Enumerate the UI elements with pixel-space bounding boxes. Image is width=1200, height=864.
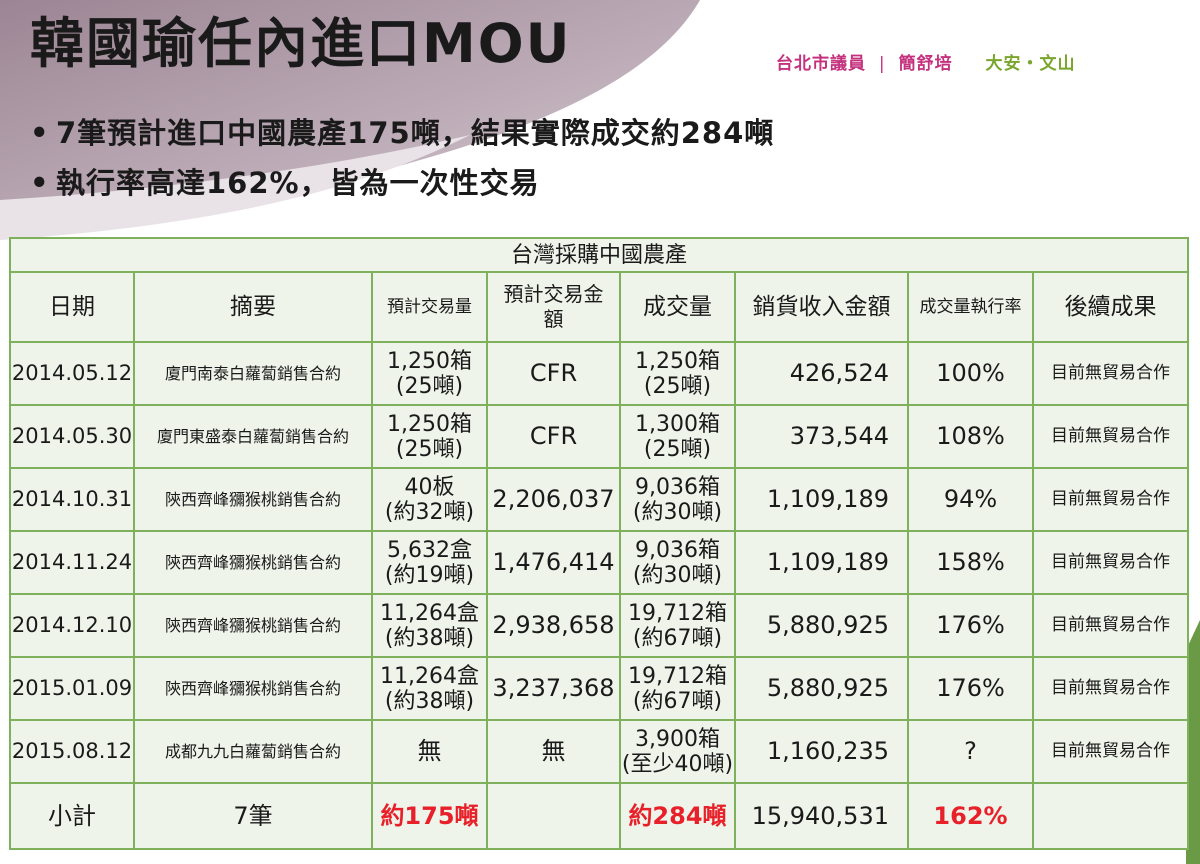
table-row: 2014.05.30 廈門東盛泰白蘿蔔銷售合約 1,250箱 (25噸) CFR … bbox=[9, 404, 1190, 469]
cell-revenue: 373,544 bbox=[734, 404, 909, 469]
cell-exec-rate: 100% bbox=[907, 341, 1034, 406]
cell-deal-qty: 1,300箱 (25噸) bbox=[619, 404, 736, 469]
cell-expected-amount: 1,476,414 bbox=[486, 530, 621, 595]
cell-deal-qty: 19,712箱 (約67噸) bbox=[619, 593, 736, 658]
header-follow-up: 後續成果 bbox=[1031, 271, 1190, 343]
byline: 台北市議員 | 簡舒培 大安・文山 bbox=[776, 49, 1076, 74]
cell-expected-qty: 11,264盒 (約38噸) bbox=[371, 593, 488, 658]
cell-expected-qty: 無 bbox=[371, 719, 488, 784]
cell-date: 2014.12.10 bbox=[9, 593, 135, 658]
cell-exec-rate: 108% bbox=[907, 404, 1034, 469]
header-expected-amount: 預計交易金額 bbox=[486, 271, 621, 343]
total-follow-up bbox=[1031, 782, 1190, 850]
cell-revenue: 5,880,925 bbox=[734, 593, 909, 658]
table-header-row: 日期 摘要 預計交易量 預計交易金額 成交量 銷貨收入金額 成交量執行率 後續成… bbox=[9, 271, 1190, 343]
table-caption: 台灣採購中國農產 bbox=[8, 237, 1190, 273]
cell-expected-amount: 3,237,368 bbox=[486, 656, 621, 721]
table-row: 2014.10.31 陝西齊峰獼猴桃銷售合約 40板 (約32噸) 2,206,0… bbox=[9, 467, 1190, 532]
table-row: 2015.08.12 成都九九白蘿蔔銷售合約 無 無 3,900箱 (至少40噸)… bbox=[9, 719, 1190, 784]
total-expected-amount bbox=[486, 782, 621, 850]
cell-summary: 陝西齊峰獼猴桃銷售合約 bbox=[133, 656, 373, 721]
cell-date: 2015.01.09 bbox=[9, 656, 135, 721]
cell-date: 2014.11.24 bbox=[9, 530, 135, 595]
bullet-text: 執行率高達162%，皆為一次性交易 bbox=[56, 166, 540, 200]
total-deal-qty: 約284噸 bbox=[619, 782, 736, 850]
cell-revenue: 5,880,925 bbox=[734, 656, 909, 721]
cell-summary: 廈門南泰白蘿蔔銷售合約 bbox=[133, 341, 373, 406]
cell-expected-qty: 40板 (約32噸) bbox=[371, 467, 488, 532]
header-summary: 摘要 bbox=[133, 271, 373, 343]
bullet-item: • 執行率高達162%，皆為一次性交易 bbox=[30, 158, 774, 208]
cell-expected-amount: 2,206,037 bbox=[486, 467, 621, 532]
cell-follow-up: 目前無貿易合作 bbox=[1031, 404, 1190, 469]
cell-deal-qty: 19,712箱 (約67噸) bbox=[619, 656, 736, 721]
cell-expected-qty: 1,250箱 (25噸) bbox=[371, 341, 488, 406]
table-total-row: 小計 7筆 約175噸 約284噸 15,940,531 162% bbox=[9, 782, 1190, 850]
cell-summary: 陝西齊峰獼猴桃銷售合約 bbox=[133, 467, 373, 532]
byline-district: 大安・文山 bbox=[985, 54, 1076, 74]
bullet-dot-icon: • bbox=[30, 166, 50, 200]
cell-exec-rate: 94% bbox=[907, 467, 1034, 532]
cell-follow-up: 目前無貿易合作 bbox=[1031, 341, 1190, 406]
total-label: 小計 bbox=[9, 782, 135, 850]
cell-date: 2014.10.31 bbox=[9, 467, 135, 532]
cell-revenue: 1,160,235 bbox=[734, 719, 909, 784]
cell-expected-qty: 11,264盒 (約38噸) bbox=[371, 656, 488, 721]
header-expected-qty: 預計交易量 bbox=[371, 271, 488, 343]
cell-follow-up: 目前無貿易合作 bbox=[1031, 656, 1190, 721]
cell-deal-qty: 9,036箱 (約30噸) bbox=[619, 530, 736, 595]
bullet-list: • 7筆預計進口中國農產175噸，結果實際成交約284噸 • 執行率高達162%，皆… bbox=[30, 108, 774, 208]
header-date: 日期 bbox=[9, 271, 135, 343]
total-revenue: 15,940,531 bbox=[734, 782, 909, 850]
procurement-table: 台灣採購中國農產 日期 摘要 預計交易量 預計交易金額 成交量 銷貨收入金額 成… bbox=[8, 237, 1190, 850]
cell-exec-rate: 176% bbox=[907, 656, 1034, 721]
cell-expected-qty: 5,632盒 (約19噸) bbox=[371, 530, 488, 595]
byline-role: 台北市議員 bbox=[776, 54, 866, 74]
cell-exec-rate: ? bbox=[907, 719, 1034, 784]
cell-expected-qty: 1,250箱 (25噸) bbox=[371, 404, 488, 469]
cell-deal-qty: 9,036箱 (約30噸) bbox=[619, 467, 736, 532]
table-row: 2015.01.09 陝西齊峰獼猴桃銷售合約 11,264盒 (約38噸) 3,2… bbox=[9, 656, 1190, 721]
cell-summary: 陝西齊峰獼猴桃銷售合約 bbox=[133, 593, 373, 658]
bullet-text: 7筆預計進口中國農產175噸，結果實際成交約284噸 bbox=[56, 116, 775, 150]
header-deal-qty: 成交量 bbox=[619, 271, 736, 343]
cell-follow-up: 目前無貿易合作 bbox=[1031, 719, 1190, 784]
bullet-item: • 7筆預計進口中國農產175噸，結果實際成交約284噸 bbox=[30, 108, 774, 158]
header-exec-rate: 成交量執行率 bbox=[907, 271, 1034, 343]
cell-date: 2014.05.30 bbox=[9, 404, 135, 469]
header-revenue: 銷貨收入金額 bbox=[734, 271, 909, 343]
cell-expected-amount: CFR bbox=[486, 341, 621, 406]
table-row: 2014.12.10 陝西齊峰獼猴桃銷售合約 11,264盒 (約38噸) 2,9… bbox=[9, 593, 1190, 658]
byline-name: 簡舒培 bbox=[898, 54, 953, 74]
cell-follow-up: 目前無貿易合作 bbox=[1031, 467, 1190, 532]
cell-expected-amount: 無 bbox=[486, 719, 621, 784]
table-row: 2014.11.24 陝西齊峰獼猴桃銷售合約 5,632盒 (約19噸) 1,47… bbox=[9, 530, 1190, 595]
cell-deal-qty: 3,900箱 (至少40噸) bbox=[619, 719, 736, 784]
cell-expected-amount: 2,938,658 bbox=[486, 593, 621, 658]
table-row: 2014.05.12 廈門南泰白蘿蔔銷售合約 1,250箱 (25噸) CFR 1… bbox=[9, 341, 1190, 406]
cell-exec-rate: 176% bbox=[907, 593, 1034, 658]
total-count: 7筆 bbox=[133, 782, 373, 850]
cell-revenue: 1,109,189 bbox=[734, 530, 909, 595]
cell-revenue: 426,524 bbox=[734, 341, 909, 406]
cell-follow-up: 目前無貿易合作 bbox=[1031, 593, 1190, 658]
byline-separator: | bbox=[878, 54, 886, 74]
total-exec-rate: 162% bbox=[907, 782, 1034, 850]
cell-exec-rate: 158% bbox=[907, 530, 1034, 595]
cell-summary: 陝西齊峰獼猴桃銷售合約 bbox=[133, 530, 373, 595]
cell-deal-qty: 1,250箱 (25噸) bbox=[619, 341, 736, 406]
cell-date: 2015.08.12 bbox=[9, 719, 135, 784]
page-title: 韓國瑜任內進口MOU bbox=[30, 12, 572, 75]
cell-date: 2014.05.12 bbox=[9, 341, 135, 406]
cell-summary: 成都九九白蘿蔔銷售合約 bbox=[133, 719, 373, 784]
cell-revenue: 1,109,189 bbox=[734, 467, 909, 532]
bullet-dot-icon: • bbox=[30, 116, 50, 150]
cell-summary: 廈門東盛泰白蘿蔔銷售合約 bbox=[133, 404, 373, 469]
cell-follow-up: 目前無貿易合作 bbox=[1031, 530, 1190, 595]
total-expected-qty: 約175噸 bbox=[371, 782, 488, 850]
cell-expected-amount: CFR bbox=[486, 404, 621, 469]
